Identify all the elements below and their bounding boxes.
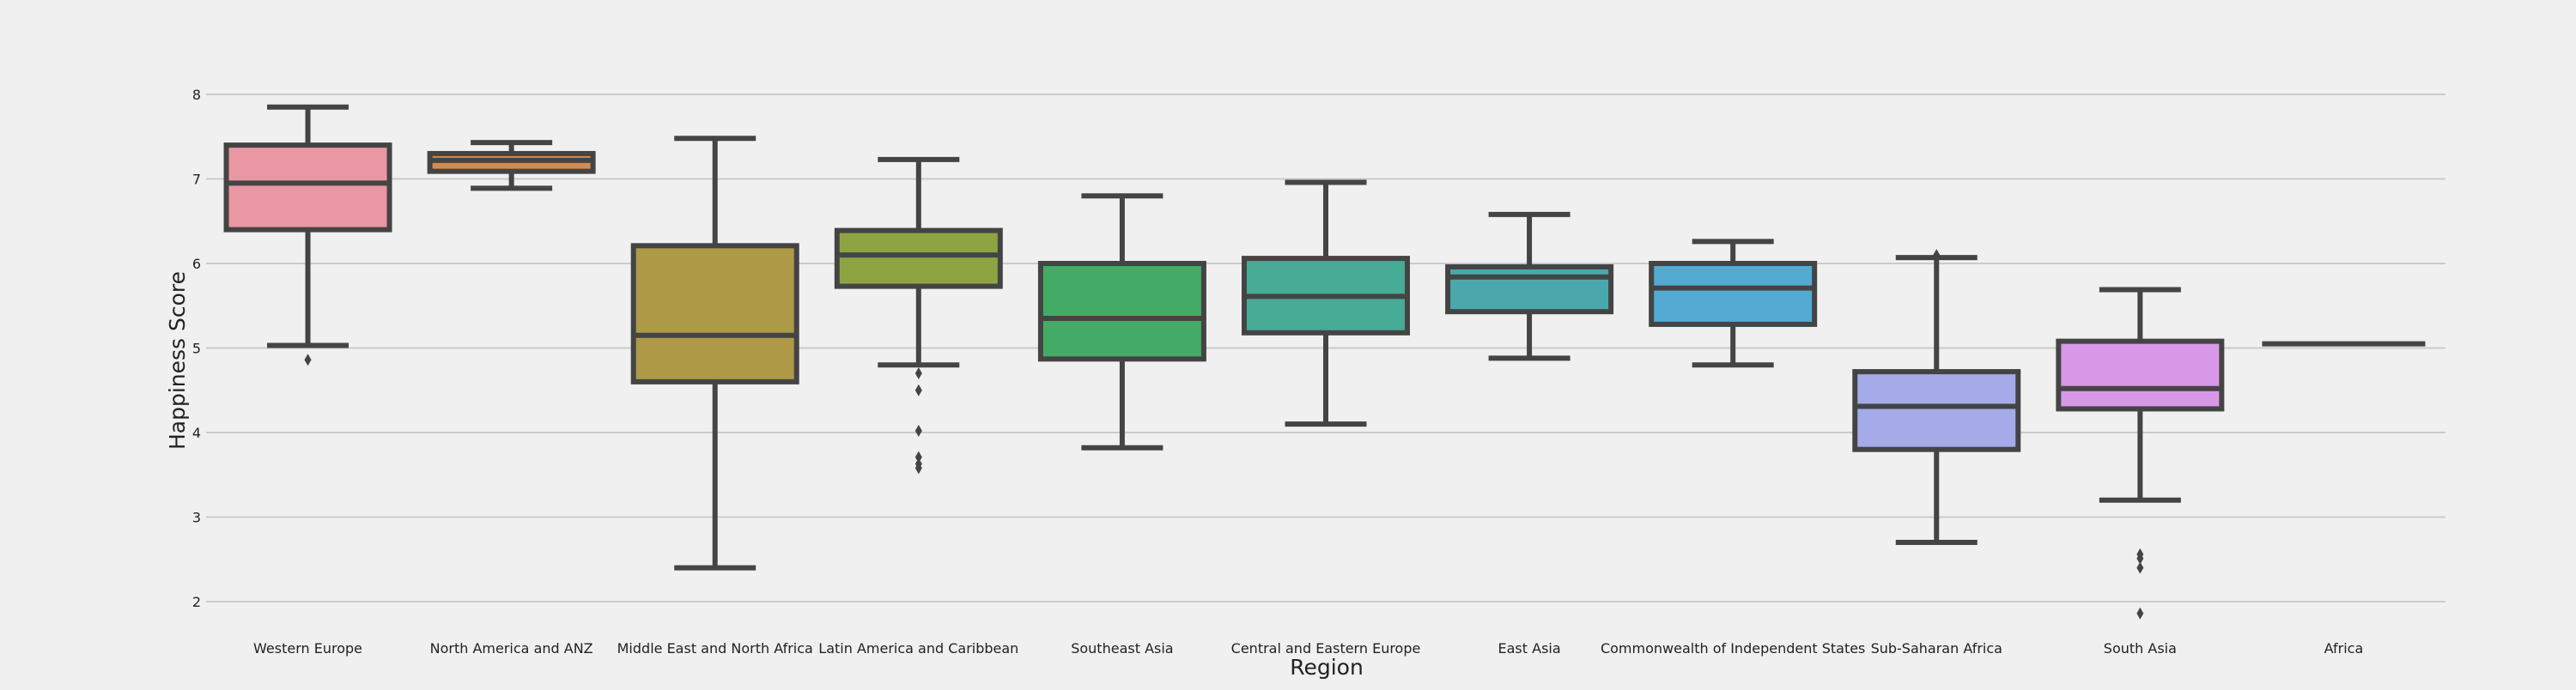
box-group: [2056, 287, 2225, 620]
y-tick-label: 8: [192, 87, 201, 103]
x-tick-label: North America and ANZ: [430, 640, 593, 657]
box-group: [1242, 179, 1410, 427]
box-group: [1445, 211, 1614, 361]
x-tick-label: Central and Eastern Europe: [1231, 640, 1421, 657]
y-tick-label: 2: [192, 594, 201, 610]
y-tick-label: 7: [192, 172, 201, 188]
outlier-point: [304, 354, 312, 366]
x-tick-label: Africa: [2324, 640, 2364, 657]
box-group: [223, 104, 392, 366]
outlier-point: [914, 451, 922, 463]
outlier-point: [2136, 561, 2144, 574]
x-tick-label: Latin America and Caribbean: [818, 640, 1018, 657]
y-tick-label: 6: [192, 256, 201, 272]
x-tick-label: Western Europe: [253, 640, 362, 657]
y-tick-label: 3: [192, 510, 201, 526]
box-group: [834, 156, 1003, 475]
box-iqr: [1852, 369, 2021, 452]
x-tick-label: East Asia: [1498, 640, 1561, 657]
box-iqr: [223, 142, 392, 233]
boxes-layer: [223, 104, 2426, 620]
outlier-point: [914, 384, 922, 396]
box-group: [1852, 249, 2021, 546]
box-group: [630, 136, 799, 571]
x-tick-label: Sub-Saharan Africa: [1871, 640, 2002, 657]
box-iqr: [2056, 338, 2225, 412]
box-iqr: [834, 227, 1003, 289]
box-group: [427, 140, 596, 191]
outlier-point: [914, 462, 922, 475]
x-tick-label: South Asia: [2104, 640, 2177, 657]
y-tick-labels: 2 3 4 5 6 7 8: [192, 87, 201, 610]
outlier-point: [2136, 607, 2144, 620]
box-iqr: [1037, 261, 1206, 362]
x-tick-label: Middle East and North Africa: [617, 640, 813, 657]
box-iqr: [630, 243, 799, 384]
outlier-point: [914, 367, 922, 380]
y-axis-label: Happiness Score: [165, 271, 190, 450]
box-iqr: [1445, 263, 1614, 315]
outlier-point: [2136, 552, 2144, 565]
x-axis-label: Region: [1290, 655, 1364, 680]
box-group: [1037, 193, 1206, 451]
x-tick-label: Commonwealth of Independent States: [1601, 640, 1865, 657]
outlier-point: [1933, 249, 1941, 262]
box-group: [1649, 239, 1818, 368]
y-tick-label: 4: [192, 425, 201, 441]
x-tick-label: Southeast Asia: [1071, 640, 1173, 657]
x-tick-labels: Western Europe North America and ANZ Middl…: [253, 640, 2363, 657]
box-iqr: [1649, 261, 1818, 327]
outlier-point: [914, 425, 922, 438]
y-tick-label: 5: [192, 341, 201, 357]
